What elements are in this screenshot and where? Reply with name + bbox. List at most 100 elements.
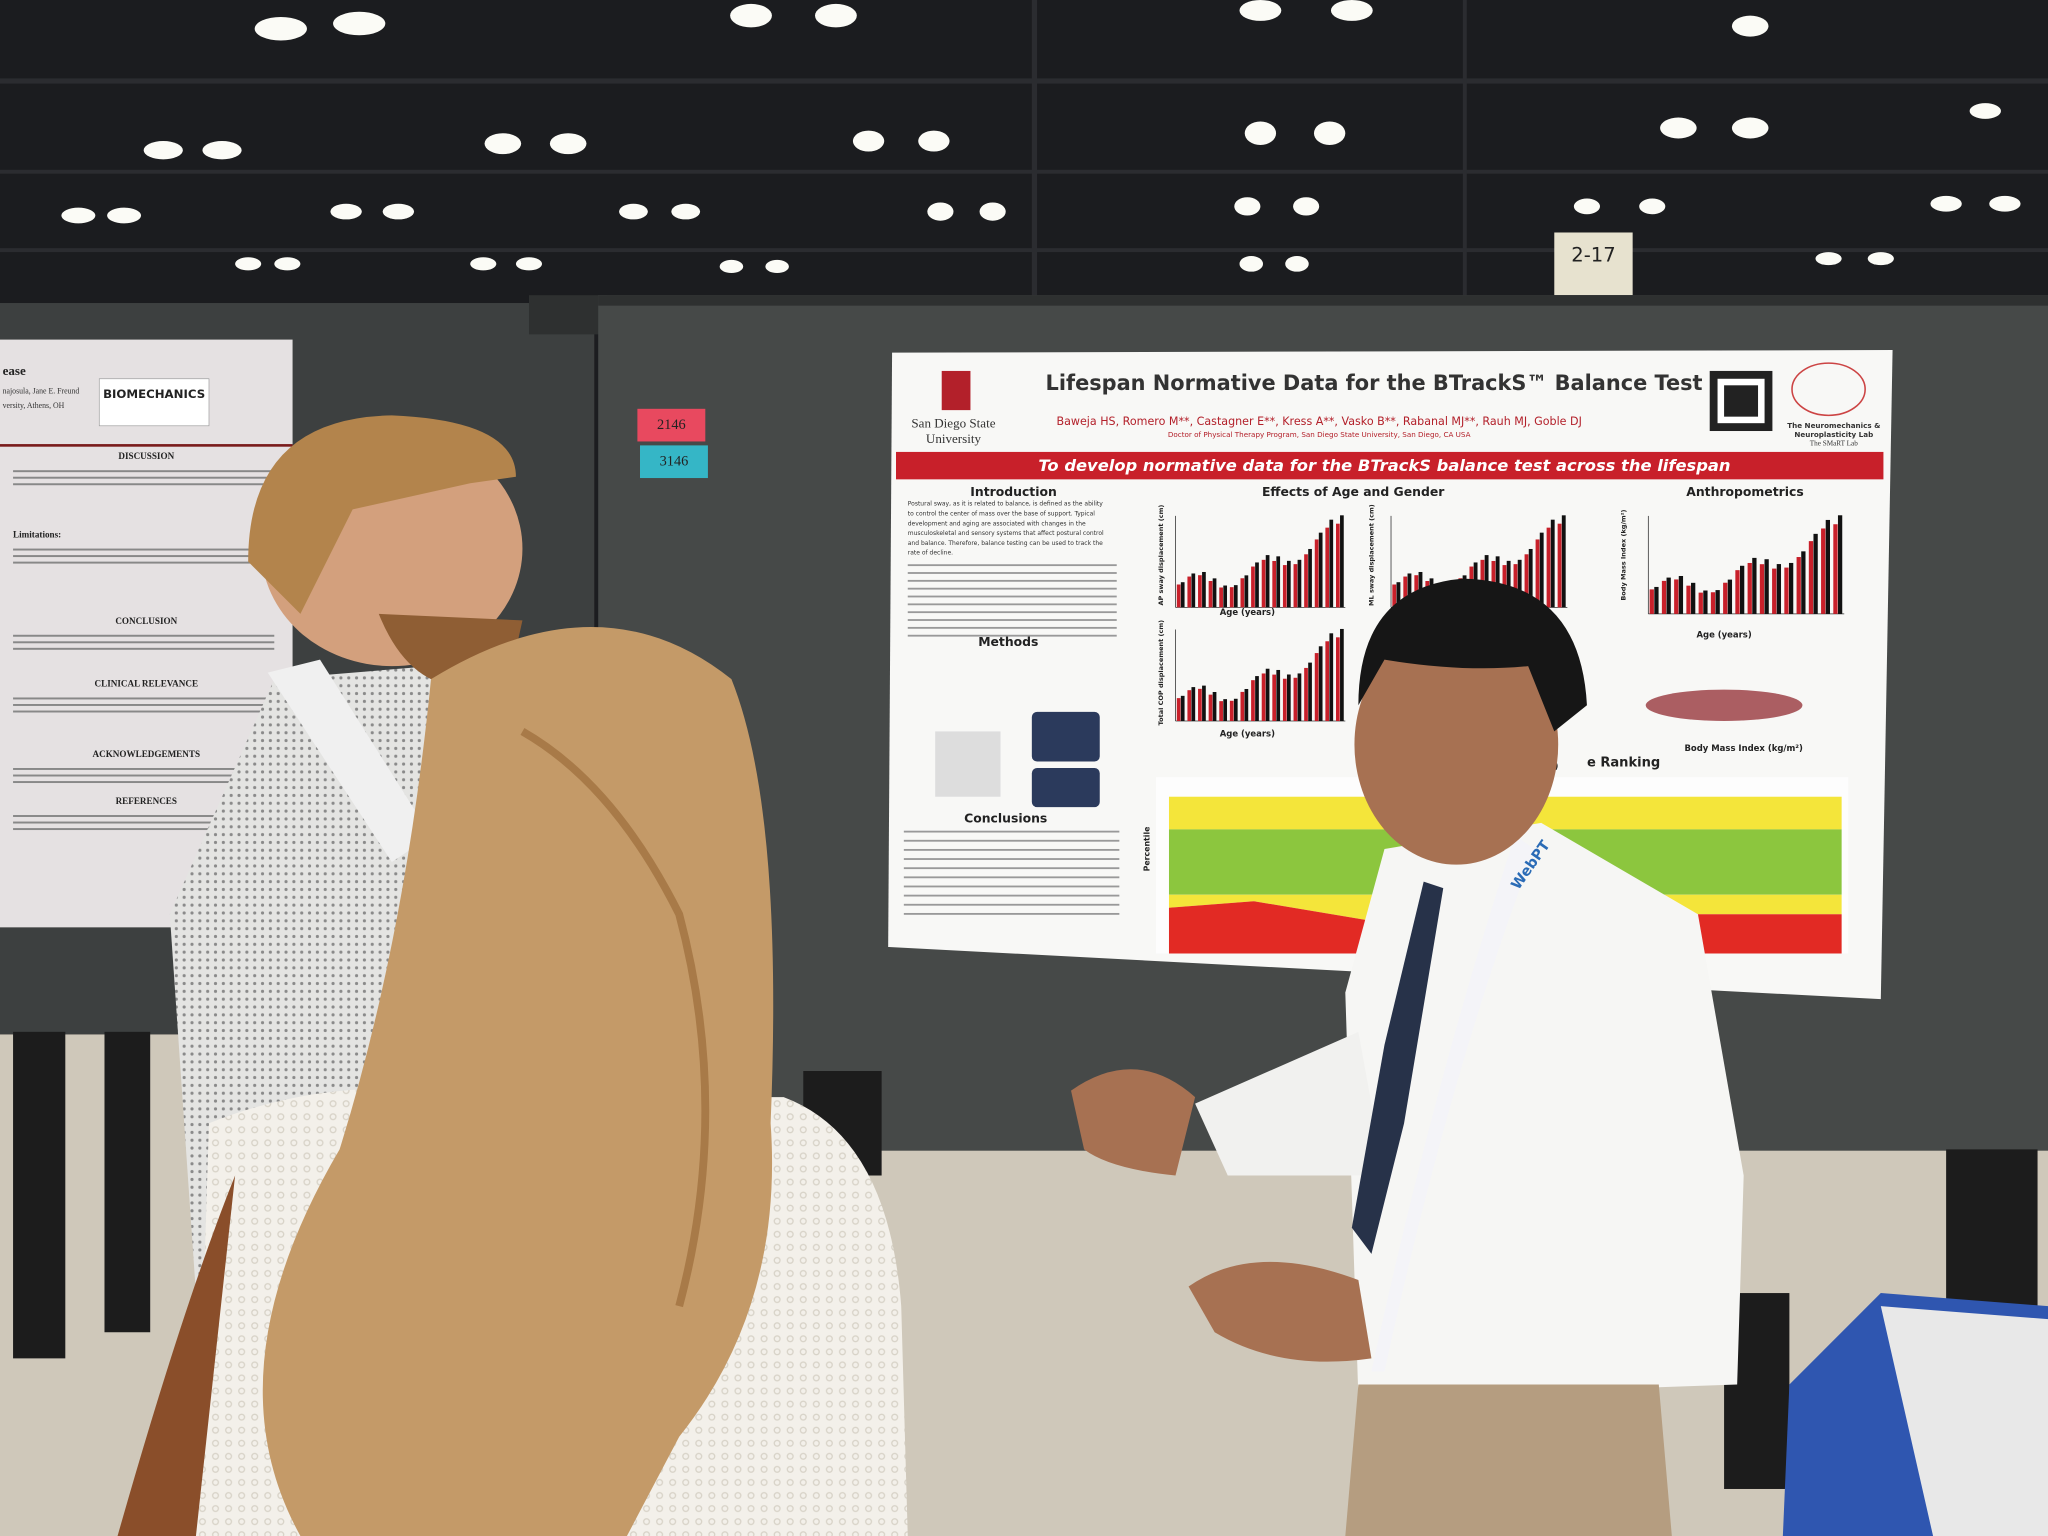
chart-texture xyxy=(1825,519,1830,614)
chart-texture xyxy=(1528,548,1533,608)
chart-texture xyxy=(1698,592,1703,614)
text-line xyxy=(903,858,1120,860)
chart-texture xyxy=(1403,576,1408,608)
chart-texture xyxy=(1208,581,1213,608)
chart-texture xyxy=(1735,570,1740,614)
text-line xyxy=(907,626,1117,629)
chart-texture xyxy=(1340,515,1344,608)
booth-sign xyxy=(1554,232,1633,296)
chart-texture xyxy=(1282,565,1287,608)
chart-texture xyxy=(1833,524,1838,614)
left-poster-heading: CONCLUSION xyxy=(115,616,177,626)
left-poster-rule xyxy=(0,444,293,447)
text-line xyxy=(13,697,275,700)
chart-texture xyxy=(1176,584,1181,608)
text-line xyxy=(903,867,1120,870)
axis-title: Age (years) xyxy=(1696,629,1751,639)
chart-texture xyxy=(1272,674,1277,721)
text-line xyxy=(13,828,275,831)
chart-texture xyxy=(1251,680,1255,721)
text-line xyxy=(13,470,275,473)
lab-logo-box xyxy=(98,378,210,427)
text-line xyxy=(903,903,1120,906)
brain-logo xyxy=(1791,362,1866,417)
text-line xyxy=(13,704,275,706)
chart-texture xyxy=(1282,678,1287,721)
intro-line: development and aging are associated wit… xyxy=(908,520,1086,527)
chart-texture xyxy=(1808,541,1814,614)
lab-name: The SMaRT Lab xyxy=(1810,440,1858,448)
chart-texture xyxy=(1308,548,1312,608)
chart-texture xyxy=(1318,532,1323,608)
text-line xyxy=(13,781,275,784)
chart-texture xyxy=(1276,556,1281,608)
chart-texture xyxy=(1265,555,1270,608)
chart-texture xyxy=(1686,585,1691,614)
chart-texture xyxy=(1801,551,1806,614)
chart-texture xyxy=(1691,582,1696,614)
chart-texture xyxy=(1740,565,1745,614)
intro-line: musculoskeletal and sensory systems that… xyxy=(908,530,1104,537)
chart-texture xyxy=(1272,560,1277,608)
chart-texture xyxy=(1788,562,1794,614)
text-line xyxy=(13,476,275,479)
chart-texture xyxy=(1654,586,1659,614)
board-clip xyxy=(528,295,608,335)
chart-texture xyxy=(1557,523,1562,608)
text-line xyxy=(13,561,275,564)
section-heading: Introduction xyxy=(970,484,1057,499)
chart-texture xyxy=(1198,688,1202,721)
chart-texture xyxy=(1759,564,1765,614)
left-poster-heading: CLINICAL RELEVANCE xyxy=(95,679,199,689)
section-heading: Effects of Age and Gender xyxy=(1262,484,1445,499)
text-line xyxy=(13,634,275,637)
chart-texture xyxy=(1308,662,1312,721)
text-line xyxy=(13,555,275,558)
text-line xyxy=(903,912,1120,915)
chart-texture xyxy=(1304,554,1308,608)
board-label-text: 2146 xyxy=(657,417,686,433)
intro-line: rate of decline. xyxy=(908,550,953,557)
text-line xyxy=(907,564,1117,567)
chart-texture xyxy=(1495,556,1500,608)
left-poster-heading: Limitations: xyxy=(13,530,61,540)
left-poster-affiliation: versity, Athens, OH xyxy=(3,401,65,410)
text-line xyxy=(903,885,1120,888)
chart-texture xyxy=(1261,673,1266,721)
poster-banner xyxy=(896,451,1884,480)
chart-texture xyxy=(1649,589,1654,614)
chart-texture xyxy=(1325,527,1330,608)
text-line xyxy=(903,839,1120,842)
chart-texture xyxy=(1837,515,1843,614)
intro-line: and balance. Therefore, balance testing … xyxy=(908,540,1103,547)
sdsu-logo xyxy=(941,370,971,411)
chart-texture xyxy=(1318,646,1323,721)
chart-texture xyxy=(1176,698,1181,721)
text-line xyxy=(907,587,1117,590)
lab-name: Neuroplasticity Lab xyxy=(1794,430,1873,439)
chart-texture xyxy=(1666,577,1671,614)
text-line xyxy=(907,572,1117,574)
chart-texture xyxy=(1255,676,1259,721)
chart-texture xyxy=(1293,677,1298,721)
chart-texture xyxy=(1233,585,1238,608)
board-label-text: 3146 xyxy=(660,454,689,470)
poster-affiliation: Doctor of Physical Therapy Program, San … xyxy=(1168,430,1471,439)
ceiling-trusses xyxy=(0,0,2048,314)
chart-texture xyxy=(1265,668,1270,721)
text-line xyxy=(907,611,1117,614)
axis-title: Body Mass Index (kg/m²) xyxy=(1620,510,1628,601)
section-heading: Methods xyxy=(978,634,1038,649)
section-heading: Conclusions xyxy=(964,810,1047,825)
text-line xyxy=(13,768,275,770)
chart-texture xyxy=(1229,700,1234,721)
section-heading: Anthropometrics xyxy=(1686,484,1803,499)
university-name: University xyxy=(926,431,982,446)
chart-texture xyxy=(1276,669,1281,721)
ceiling-lights xyxy=(61,0,2021,273)
chart-texture xyxy=(1524,554,1529,608)
text-line xyxy=(13,774,275,777)
text-line xyxy=(903,830,1120,833)
left-poster-headings: DISCUSSION Limitations: CONCLUSION CLINICAL… xyxy=(13,451,275,831)
